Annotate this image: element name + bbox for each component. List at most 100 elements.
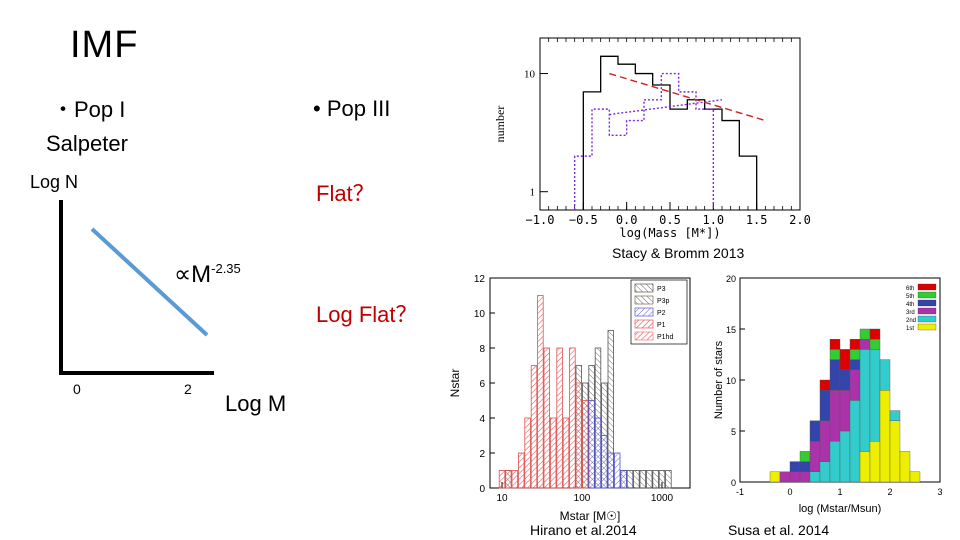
susa-bar-6th — [869, 328, 881, 340]
hirano-legend-label: P1hd — [657, 334, 673, 341]
susa-legend-swatch — [917, 323, 937, 331]
stacy-pop3-hist-solid — [582, 55, 758, 210]
susa-bar-6th — [839, 349, 851, 371]
stacy-x-tick-label: 1.5 — [746, 213, 768, 227]
susa-bar-5th — [799, 451, 811, 462]
hirano-bar-p3 — [665, 470, 672, 489]
hirano-y-tick-label: 2 — [479, 449, 485, 460]
susa-bar-3rd — [789, 471, 801, 483]
stacy-x-tick-label: 1.0 — [702, 213, 724, 227]
log-flat-label: Log Flat？ — [316, 302, 418, 327]
susa-bar-6th — [849, 338, 861, 350]
susa-bar-3rd — [829, 389, 841, 442]
hirano-bar-p1 — [518, 452, 525, 489]
hirano-legend-swatch — [634, 331, 654, 341]
susa-y-tick-label: 0 — [731, 478, 736, 488]
susa-bar-2nd — [839, 430, 851, 483]
susa-x-tick-label: 1 — [837, 487, 842, 497]
susa-bar-1st — [879, 389, 891, 483]
susa-y-label: Number of stars — [713, 340, 725, 419]
hirano-bar-p2 — [620, 470, 627, 489]
susa-bar-3rd — [859, 338, 871, 350]
hirano-bar-p1 — [511, 470, 518, 489]
hirano-bar-p1 — [569, 347, 576, 489]
hirano-bar-p1 — [537, 295, 544, 489]
susa-bar-6th — [829, 338, 841, 350]
hirano-bar-p3 — [626, 470, 634, 489]
stacy-y-label: number — [493, 106, 507, 143]
susa-y-tick-label: 15 — [726, 325, 736, 335]
hirano-y-tick-label: 4 — [479, 414, 485, 425]
log-m-label: Log M — [225, 391, 287, 416]
hirano-bar-p1 — [550, 417, 557, 489]
stacy-fit-dashed — [609, 72, 766, 122]
pop3-label: • Pop III — [313, 96, 391, 121]
hirano-x-tick-label: 1000 — [651, 493, 674, 504]
stacy-x-tick-label: 0.0 — [616, 213, 638, 227]
susa-legend-swatch — [917, 283, 937, 291]
hirano-bar-p3 — [645, 470, 653, 489]
salpeter-schematic — [59, 200, 214, 375]
stacy-x-tick-label: 2.0 — [789, 213, 810, 227]
susa-x-label: log (Mstar/Msun) — [799, 503, 882, 515]
susa-bar-1st — [859, 451, 871, 483]
hirano-y-label: Nstar — [448, 369, 462, 398]
hirano-bar-p3 — [658, 470, 666, 489]
susa-x-tick-label: -1 — [736, 487, 744, 497]
stacy-pop3-hist-dotted — [573, 72, 715, 210]
susa-bar-6th — [819, 379, 831, 391]
hirano-y-tick-label: 6 — [479, 379, 485, 390]
hirano-bar-p2 — [588, 400, 595, 489]
susa-bar-2nd — [869, 349, 881, 442]
susa-bar-3rd — [849, 369, 861, 401]
stacy-x-tick-label: −0.5 — [569, 213, 598, 227]
hirano-x-tick-label: 10 — [496, 493, 508, 504]
susa-bar-2nd — [859, 349, 871, 452]
hirano-x-tick-label: 100 — [574, 493, 591, 504]
hirano-bar-p3 — [652, 470, 659, 489]
susa-x-tick-label: 2 — [887, 487, 892, 497]
hirano-bar-p2 — [613, 452, 621, 489]
stacy-fit-dotted — [609, 99, 723, 116]
stacy-y-tick-label: 1 — [530, 187, 536, 199]
hirano-bar-p3 — [639, 470, 646, 489]
susa-bar-1st — [889, 420, 901, 483]
slide-title: IMF — [70, 24, 139, 66]
susa-y-tick-label: 20 — [726, 274, 736, 284]
salpeter-slope-line — [90, 227, 209, 337]
susa-legend-label: 3rd — [906, 310, 915, 316]
susa-bar-2nd — [849, 400, 861, 483]
susa-y-tick-label: 5 — [731, 427, 736, 437]
susa-x-tick-label: 0 — [787, 487, 792, 497]
susa-bar-4th — [819, 389, 831, 421]
hirano-y-tick-label: 0 — [479, 484, 485, 495]
susa-bar-2nd — [879, 359, 891, 391]
susa-x-tick-label: 3 — [937, 487, 942, 497]
stacy-x-tick-label: 0.5 — [659, 213, 681, 227]
tick-2: 2 — [184, 381, 192, 397]
hirano-bar-p2 — [601, 435, 608, 489]
hirano-y-tick-label: 12 — [474, 274, 486, 285]
hirano-legend-label: P3 — [657, 286, 666, 293]
susa-legend-label: 5th — [906, 294, 914, 300]
hirano-legend-label: P2 — [657, 310, 666, 317]
hirano-bar-p1 — [524, 417, 531, 489]
susa-legend-label: 6th — [906, 286, 914, 292]
susa-bar-1st — [869, 440, 881, 483]
susa-caption: Susa et al. 2014 — [728, 522, 830, 538]
hirano-bar-p1 — [498, 470, 506, 489]
stacy-y-tick-label: 10 — [524, 69, 536, 81]
susa-legend-label: 4th — [906, 302, 914, 308]
stacy-caption: Stacy & Bromm 2013 — [612, 245, 745, 261]
susa-bar-3rd — [809, 440, 821, 472]
susa-bar-2nd — [819, 461, 831, 483]
susa-bar-1st — [909, 471, 921, 483]
susa-bar-2nd — [829, 440, 841, 483]
log-n-label: Log N — [30, 172, 79, 192]
susa-bar-5th — [859, 328, 871, 340]
hirano-x-label: Mstar [M☉] — [560, 509, 621, 523]
susa-bar-3rd — [819, 420, 831, 462]
hirano-bar-p1 — [581, 400, 589, 489]
